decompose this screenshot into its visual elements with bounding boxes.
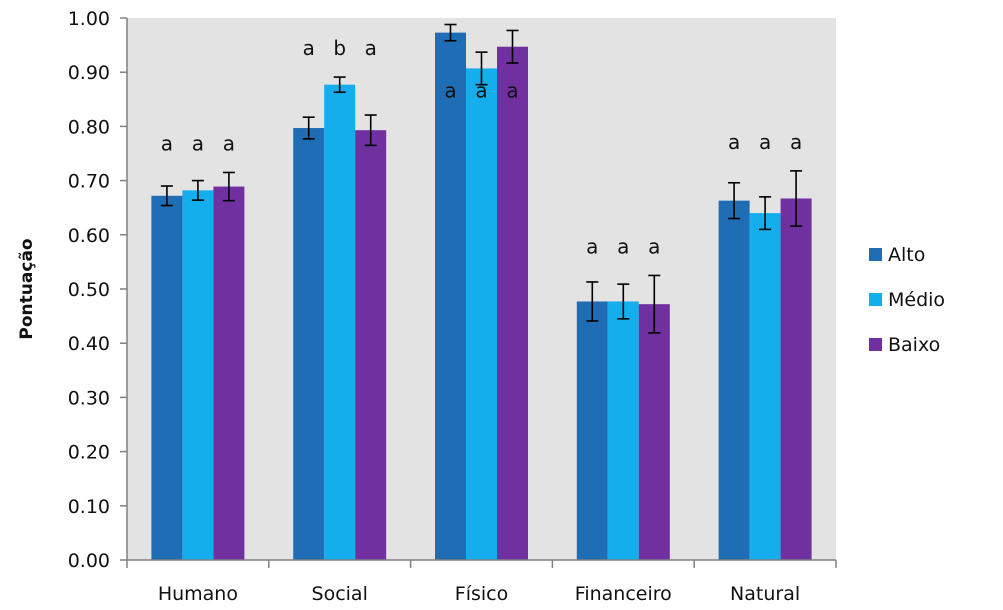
x-category-label: Humano	[158, 583, 238, 605]
bar-alto	[151, 195, 183, 560]
y-tick-label: 0.00	[68, 550, 110, 572]
significance-label: a	[648, 234, 660, 258]
significance-label: b	[333, 36, 346, 60]
error-bars-group	[160, 23, 803, 334]
y-tick-label: 0.80	[68, 116, 110, 138]
bar-baixo	[497, 46, 528, 560]
bar-médio	[749, 213, 781, 560]
legend: Alto Médio Baixo	[869, 244, 945, 356]
y-tick-label: 0.30	[68, 387, 110, 409]
x-category-label: Físico	[455, 583, 508, 605]
x-category-label: Financeiro	[575, 583, 672, 605]
bar-alto	[576, 301, 608, 560]
y-tick-label: 1.00	[68, 8, 110, 30]
y-tick-label: 0.50	[68, 279, 110, 301]
significance-label: a	[161, 131, 173, 155]
y-tick-label: 0.10	[68, 496, 110, 518]
bar-baixo	[355, 130, 387, 560]
bars-group	[151, 32, 812, 561]
significance-label: a	[444, 78, 456, 102]
significance-label: a	[506, 78, 518, 102]
bar-alto	[293, 128, 325, 560]
legend-label-alto: Alto	[888, 244, 925, 266]
legend-swatch-médio	[869, 293, 882, 306]
bar-médio	[182, 190, 214, 560]
legend-swatch-alto	[869, 248, 882, 261]
y-tick-label: 0.70	[68, 171, 110, 193]
bar-baixo	[780, 198, 812, 560]
bar-baixo	[213, 186, 245, 560]
y-tick-label: 0.90	[68, 62, 110, 84]
legend-label-médio: Médio	[888, 289, 945, 311]
significance-label: a	[617, 234, 629, 258]
legend-swatch-baixo	[869, 338, 882, 351]
bar-baixo	[638, 304, 670, 560]
significance-label: a	[365, 36, 377, 60]
bar-médio	[466, 68, 497, 560]
y-tick-label: 0.40	[68, 333, 110, 355]
significance-label: a	[192, 131, 204, 155]
significance-label: a	[759, 130, 771, 154]
significance-label: a	[475, 78, 487, 102]
y-tick-label: 0.20	[68, 442, 110, 464]
bar-alto	[435, 32, 466, 561]
significance-label: a	[790, 130, 802, 154]
y-ticks-group: 0.00 0.10 0.20 0.30 0.40 0.50 0.60 0.70 0.80 0.90…	[68, 8, 127, 572]
significance-label: a	[728, 130, 740, 154]
x-category-label: Natural	[730, 583, 800, 605]
y-axis-label: Pontuação	[17, 238, 37, 339]
bar-médio	[324, 84, 356, 560]
significance-label: a	[303, 36, 315, 60]
x-ticks-group: Humano Social Físico Financeiro Natural	[126, 560, 837, 605]
legend-label-baixo: Baixo	[888, 334, 940, 356]
y-tick-label: 0.60	[68, 225, 110, 247]
bar-médio	[607, 301, 639, 560]
significance-label: a	[586, 234, 598, 258]
bar-alto	[718, 200, 750, 561]
significance-label: a	[223, 131, 235, 155]
significance-labels-group: a a aa b aa a aa a aa a a	[161, 36, 802, 258]
x-category-label: Social	[312, 583, 368, 605]
